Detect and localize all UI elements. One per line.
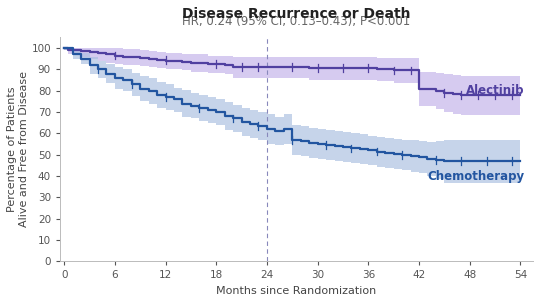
Text: Alectinib: Alectinib	[466, 84, 524, 97]
Text: HR, 0.24 (95% CI, 0.13–0.43); P<0.001: HR, 0.24 (95% CI, 0.13–0.43); P<0.001	[183, 15, 410, 28]
X-axis label: Months since Randomization: Months since Randomization	[217, 286, 376, 296]
Title: Disease Recurrence or Death: Disease Recurrence or Death	[183, 7, 411, 21]
Y-axis label: Percentage of Patients
Alive and Free from Disease: Percentage of Patients Alive and Free fr…	[7, 72, 29, 228]
Text: Chemotherapy: Chemotherapy	[428, 170, 524, 183]
